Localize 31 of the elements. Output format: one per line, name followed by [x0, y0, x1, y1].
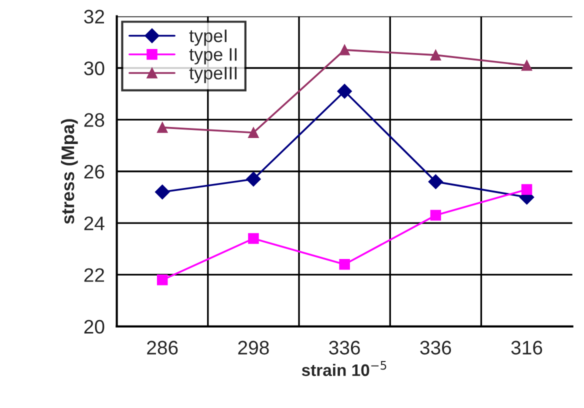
- point: [339, 44, 350, 56]
- point: [337, 84, 352, 99]
- point: [430, 210, 442, 221]
- x-tick-label: 286: [147, 340, 178, 355]
- x-tick-label: 336: [329, 340, 360, 355]
- point: [156, 274, 168, 286]
- legend-label: typeI: [189, 30, 226, 46]
- y-tick-label: 32: [84, 10, 104, 24]
- y-tick-label: 28: [84, 113, 104, 127]
- y-tick-label: 30: [84, 61, 104, 76]
- point: [428, 174, 444, 190]
- y-tick-label: 24: [84, 216, 104, 230]
- point: [156, 122, 168, 133]
- point: [248, 233, 259, 244]
- x-axis-title: strain 10$^{−5}$: [302, 361, 386, 376]
- x-tick-label: 298: [238, 340, 269, 355]
- point: [248, 127, 259, 138]
- point: [521, 60, 532, 71]
- legend-label: type II: [189, 48, 237, 64]
- point: [246, 172, 261, 187]
- point: [430, 50, 442, 60]
- x-tick-label: 316: [511, 340, 542, 355]
- x-tick-label: 336: [420, 340, 452, 355]
- y-tick-label: 22: [84, 268, 104, 282]
- y-tick-label: 26: [84, 164, 104, 179]
- legend-label: typeIII: [189, 66, 237, 84]
- y-axis-title: stress (Mpa): [60, 119, 78, 224]
- point: [521, 184, 532, 195]
- point: [154, 184, 170, 200]
- point: [339, 259, 350, 270]
- y-tick-label: 20: [84, 320, 104, 334]
